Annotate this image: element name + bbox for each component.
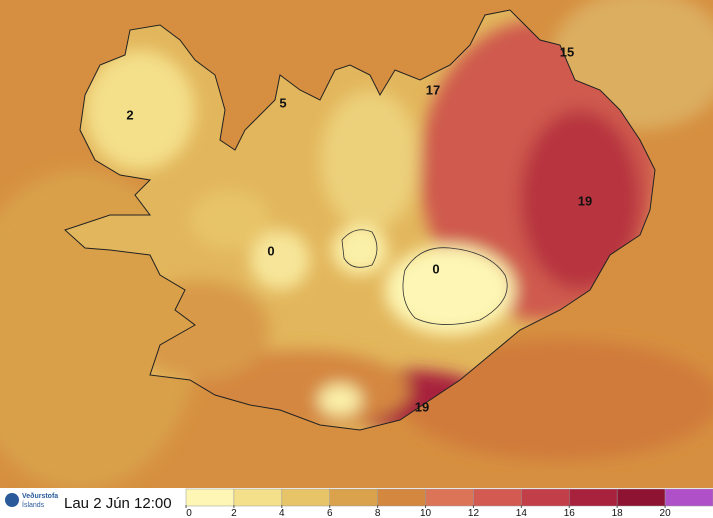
island-field: [65, 10, 655, 430]
map-label: 5: [279, 95, 286, 110]
legend-swatch: [377, 488, 426, 507]
map-label: 2: [126, 107, 133, 122]
legend-swatch: [473, 488, 522, 507]
timestamp: Lau 2 Jún 12:00: [64, 495, 172, 512]
map-label: 0: [267, 243, 274, 258]
legend-tick-label: 8: [375, 508, 381, 518]
logo-text: Íslands: [22, 500, 45, 509]
map-label: 17: [426, 82, 440, 97]
legend-swatch: [329, 488, 378, 507]
map-label: 19: [578, 193, 592, 208]
legend-tick-label: 2: [231, 508, 237, 518]
legend-swatch: [521, 488, 570, 507]
logo-icon: [5, 493, 19, 507]
legend-tick-label: 10: [420, 508, 432, 518]
sea-shade: [400, 340, 713, 460]
map-label: 0: [432, 261, 439, 276]
legend-tick-label: 16: [564, 508, 576, 518]
legend-swatch: [569, 488, 618, 507]
legend: 0 2 4 6 8 10 12 14 16 18 20: [185, 488, 713, 518]
legend-tick-label: 12: [468, 508, 480, 518]
legend-swatch: [425, 488, 474, 507]
legend-swatch: [281, 488, 330, 507]
legend-swatch: [185, 488, 235, 507]
legend-tick-label: 18: [612, 508, 624, 518]
glacier-outline: [402, 247, 508, 325]
legend-tick-label: 4: [279, 508, 285, 518]
legend-swatch: [233, 488, 283, 507]
logo-text: Veðurstofa: [22, 492, 58, 500]
legend-swatch: [664, 488, 713, 507]
map-label: 15: [560, 44, 574, 59]
map-label: 19: [415, 399, 429, 414]
legend-tick-label: 20: [660, 508, 672, 518]
legend-swatch: [616, 488, 666, 507]
legend-tick-label: 14: [516, 508, 528, 518]
legend-tick-label: 6: [327, 508, 333, 518]
legend-tick-label: 0: [186, 508, 192, 518]
glacier-outline: [341, 229, 378, 268]
coastline: [64, 9, 656, 431]
